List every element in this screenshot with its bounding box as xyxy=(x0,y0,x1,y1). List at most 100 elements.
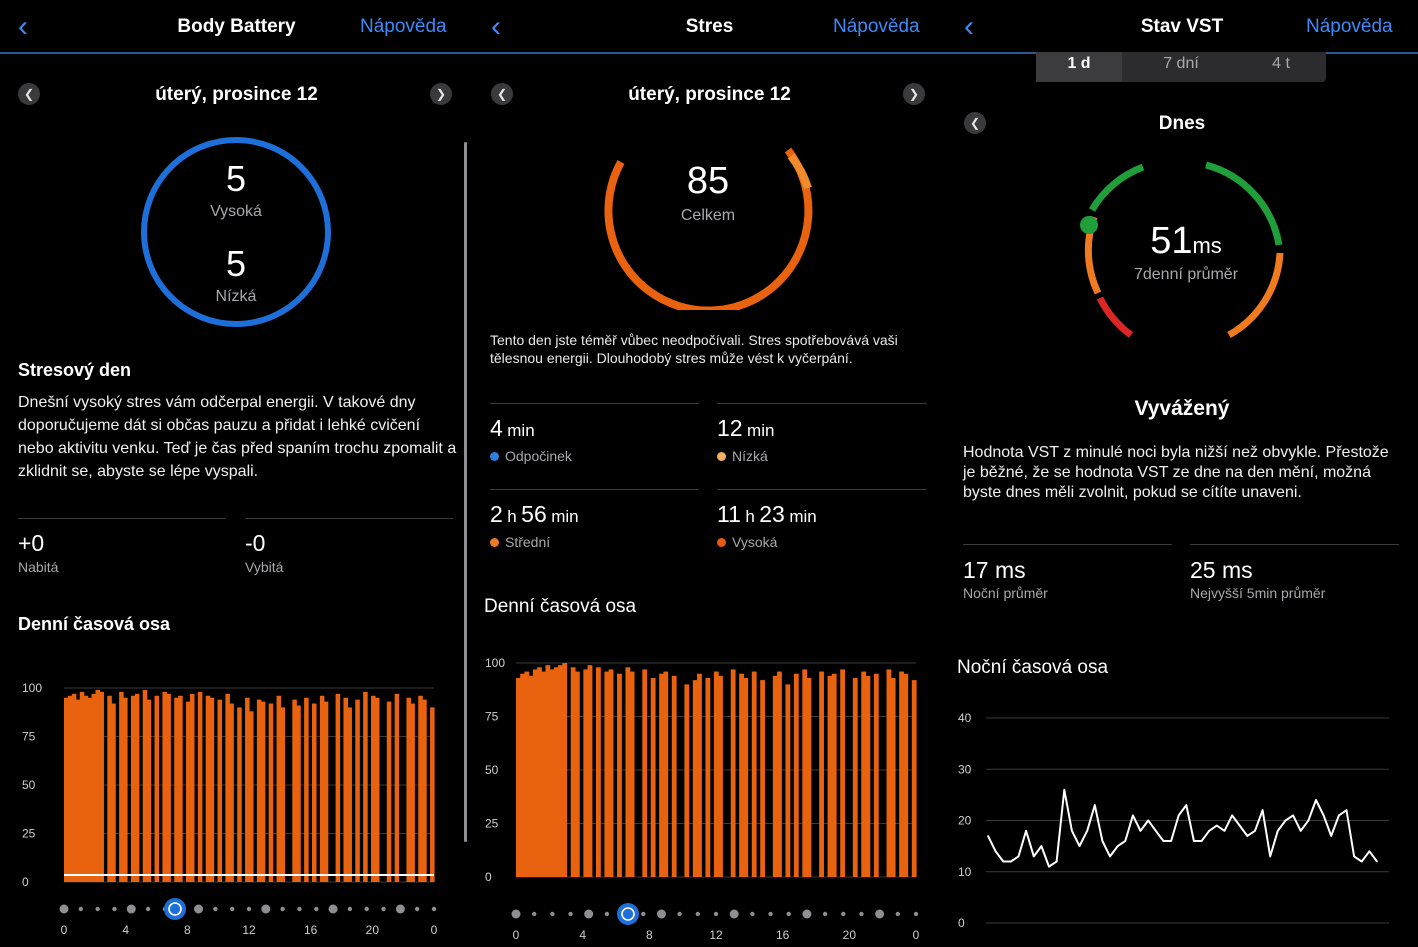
y-tick-label: 30 xyxy=(958,762,972,776)
bar xyxy=(119,691,124,882)
data-point xyxy=(1277,829,1279,832)
timeline-dot xyxy=(656,909,666,919)
data-point xyxy=(1216,824,1218,827)
bar xyxy=(642,669,648,877)
rest-label: Odpočinek xyxy=(490,448,572,464)
timeline-dot xyxy=(713,911,719,917)
scrollbar[interactable] xyxy=(464,142,467,842)
timeline-dot xyxy=(677,911,682,917)
timeline-dot xyxy=(841,911,846,917)
bar xyxy=(574,671,580,877)
back-chevron-icon[interactable]: ‹ xyxy=(491,10,501,43)
data-point xyxy=(1353,855,1355,858)
bar xyxy=(323,701,329,882)
bar xyxy=(134,693,140,882)
timeline-dot xyxy=(641,911,646,917)
timeline-dot xyxy=(414,906,420,912)
header-divider xyxy=(473,52,946,54)
data-point xyxy=(1299,829,1302,832)
bar xyxy=(617,673,622,877)
timeline-dot xyxy=(550,911,555,917)
bar xyxy=(528,675,534,877)
high-dot-icon xyxy=(717,538,726,547)
date-label: úterý, prosince 12 xyxy=(628,84,791,105)
y-tick-label: 75 xyxy=(22,730,36,744)
timeline-dot xyxy=(531,911,537,917)
data-point xyxy=(1093,804,1096,806)
help-link[interactable]: Nápověda xyxy=(833,16,920,37)
timeline-dot xyxy=(78,906,84,912)
bar xyxy=(178,695,183,882)
hrv-gauge xyxy=(1080,161,1284,339)
timeline-title: Noční časová osa xyxy=(957,657,1109,678)
bar xyxy=(237,707,242,882)
rest-dot-icon xyxy=(490,452,499,461)
next-day-button[interactable]: ❯ xyxy=(903,83,925,105)
y-tick-label: 50 xyxy=(485,763,499,777)
bar xyxy=(123,697,128,882)
segment-7-days[interactable]: 7 dní xyxy=(1163,55,1199,72)
x-tick-label: 20 xyxy=(843,928,857,942)
previous-day-button[interactable]: ❮ xyxy=(18,83,40,105)
y-tick-label: 25 xyxy=(485,817,499,831)
data-point xyxy=(1101,840,1104,842)
next-day-button[interactable]: ❯ xyxy=(430,83,452,105)
bar xyxy=(186,701,191,882)
bar xyxy=(596,667,601,877)
timeline-dot xyxy=(328,904,338,914)
chevron-left-icon: ❮ xyxy=(969,116,981,130)
duration-number: 12 xyxy=(717,415,743,441)
bar xyxy=(625,667,631,877)
data-point xyxy=(1246,835,1249,837)
data-point xyxy=(1010,860,1012,863)
segment-4-weeks[interactable]: 4 t xyxy=(1272,55,1290,72)
bar xyxy=(608,669,614,877)
timeline-dot xyxy=(229,906,235,912)
timeline-dot xyxy=(802,909,812,919)
timeline-slider-handle xyxy=(164,898,186,920)
data-point xyxy=(1086,829,1088,832)
timeline-dot xyxy=(431,906,437,912)
bar xyxy=(107,695,112,882)
bar xyxy=(422,699,427,882)
bar xyxy=(71,693,77,882)
divider xyxy=(18,518,226,519)
help-link[interactable]: Nápověda xyxy=(360,16,447,37)
stress-gauge xyxy=(604,147,813,310)
x-tick-label: 0 xyxy=(61,923,68,937)
data-point xyxy=(1040,845,1043,847)
low-label: Nízká xyxy=(215,288,257,305)
low-dot-icon xyxy=(717,452,726,461)
bar xyxy=(684,684,690,877)
bar xyxy=(292,699,297,882)
back-chevron-icon[interactable]: ‹ xyxy=(964,10,974,43)
chevron-right-icon: ❯ xyxy=(908,87,920,101)
bar xyxy=(162,691,167,882)
duration-unit: h xyxy=(507,507,517,526)
bar xyxy=(549,669,555,877)
drained-label: Vybitá xyxy=(245,559,284,575)
bar xyxy=(604,671,610,877)
high-value: 5 xyxy=(225,158,247,199)
bar xyxy=(819,671,824,877)
hrv-summary: Hodnota VST z minulé noci byla nižší než… xyxy=(963,444,1389,501)
previous-day-button[interactable]: ❮ xyxy=(491,83,513,105)
previous-day-button[interactable]: ❮ xyxy=(964,112,986,134)
help-link[interactable]: Nápověda xyxy=(1306,16,1393,37)
back-chevron-icon[interactable]: ‹ xyxy=(18,10,28,43)
body-battery-ring xyxy=(141,137,331,327)
chevron-left-icon: ❮ xyxy=(496,87,508,101)
bar xyxy=(751,671,757,877)
data-point xyxy=(1254,829,1256,832)
y-tick-label: 0 xyxy=(485,870,492,884)
divider xyxy=(490,403,699,404)
bar xyxy=(516,677,521,877)
page-title: Stres xyxy=(685,16,734,37)
bar xyxy=(166,693,171,882)
y-tick-label: 100 xyxy=(22,681,42,695)
hrv-panel: ‹ Stav VST Nápověda 1 d 7 dní 4 t ❮ Dnes… xyxy=(946,0,1418,947)
bar xyxy=(831,673,837,877)
segment-1-day[interactable]: 1 d xyxy=(1067,55,1091,72)
header-divider xyxy=(0,52,473,54)
chevron-left-icon: ❮ xyxy=(23,87,35,101)
